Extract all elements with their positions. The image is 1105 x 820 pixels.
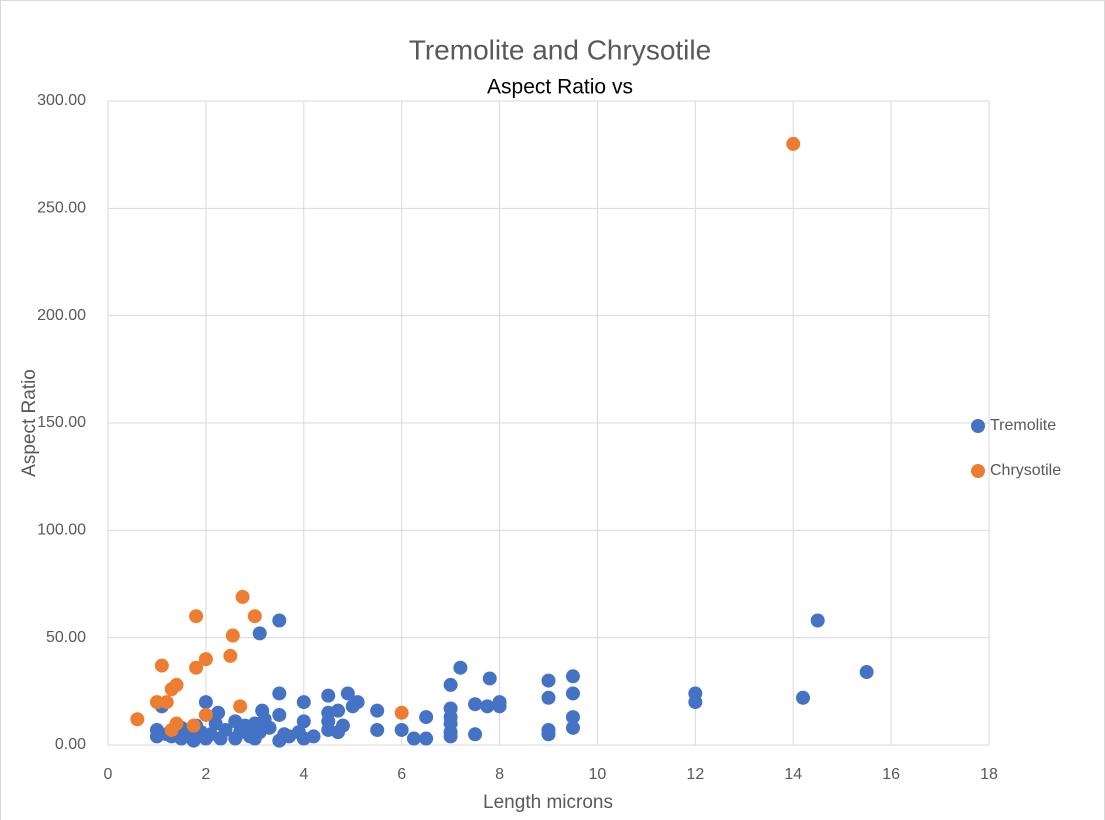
- point: [262, 720, 277, 735]
- point: [247, 609, 262, 624]
- point: [468, 727, 483, 742]
- point: [492, 699, 507, 714]
- point: [306, 729, 321, 744]
- x-tick-label: 2: [201, 766, 210, 783]
- x-tick-label: 6: [397, 766, 406, 783]
- point: [211, 705, 226, 720]
- point: [252, 626, 267, 641]
- x-tick-label: 16: [882, 766, 900, 783]
- point: [370, 722, 385, 737]
- x-tick-label: 0: [104, 766, 113, 783]
- point: [198, 695, 213, 710]
- point: [296, 714, 311, 729]
- y-tick-label: 300.00: [37, 92, 86, 109]
- chart-subtitle: Aspect Ratio vs: [487, 76, 633, 99]
- point: [189, 609, 204, 624]
- point: [198, 652, 213, 667]
- point: [443, 729, 458, 744]
- y-tick-label: 100.00: [37, 522, 86, 539]
- point: [272, 686, 287, 701]
- point: [810, 613, 825, 628]
- point: [786, 136, 801, 151]
- legend-marker: [971, 419, 985, 433]
- point: [443, 677, 458, 692]
- chart-title: Tremolite and Chrysotile: [409, 34, 711, 65]
- point: [340, 686, 355, 701]
- y-tick-label: 150.00: [37, 414, 86, 431]
- point: [394, 705, 409, 720]
- point: [169, 677, 184, 692]
- point: [796, 690, 811, 705]
- point: [296, 695, 311, 710]
- x-tick-label: 14: [784, 766, 802, 783]
- point: [541, 690, 556, 705]
- x-tick-label: 8: [495, 766, 504, 783]
- point: [370, 703, 385, 718]
- point: [331, 703, 346, 718]
- point: [169, 716, 184, 731]
- point: [394, 722, 409, 737]
- point: [159, 695, 174, 710]
- point: [541, 673, 556, 688]
- point: [565, 720, 580, 735]
- point: [198, 707, 213, 722]
- y-tick-label: 0.00: [55, 736, 86, 753]
- point: [482, 671, 497, 686]
- y-axis-label: Aspect Ratio: [19, 369, 40, 477]
- point: [223, 648, 238, 663]
- point: [272, 613, 287, 628]
- x-tick-label: 10: [589, 766, 607, 783]
- point: [419, 731, 434, 746]
- y-tick-label: 200.00: [37, 307, 86, 324]
- point: [453, 660, 468, 675]
- x-tick-label: 18: [980, 766, 998, 783]
- x-axis-label: Length microns: [483, 792, 613, 813]
- point: [419, 710, 434, 725]
- legend-label: Tremolite: [990, 417, 1056, 434]
- point: [350, 695, 365, 710]
- point: [235, 589, 250, 604]
- point: [468, 697, 483, 712]
- point: [225, 628, 240, 643]
- legend-label: Chrysotile: [990, 462, 1061, 479]
- point: [218, 722, 233, 737]
- point: [688, 695, 703, 710]
- y-tick-label: 250.00: [37, 200, 86, 217]
- point: [233, 699, 248, 714]
- point: [272, 707, 287, 722]
- point: [541, 727, 556, 742]
- point: [149, 695, 164, 710]
- point: [335, 718, 350, 733]
- point: [186, 718, 201, 733]
- point: [565, 710, 580, 725]
- point: [480, 699, 495, 714]
- point: [565, 669, 580, 684]
- point: [859, 665, 874, 680]
- point: [189, 660, 204, 675]
- point: [154, 658, 169, 673]
- point: [406, 731, 421, 746]
- legend-marker: [971, 464, 985, 478]
- x-tick-label: 12: [686, 766, 704, 783]
- point: [321, 688, 336, 703]
- y-tick-label: 50.00: [46, 629, 86, 646]
- point: [130, 712, 145, 727]
- point: [565, 686, 580, 701]
- x-tick-label: 4: [299, 766, 308, 783]
